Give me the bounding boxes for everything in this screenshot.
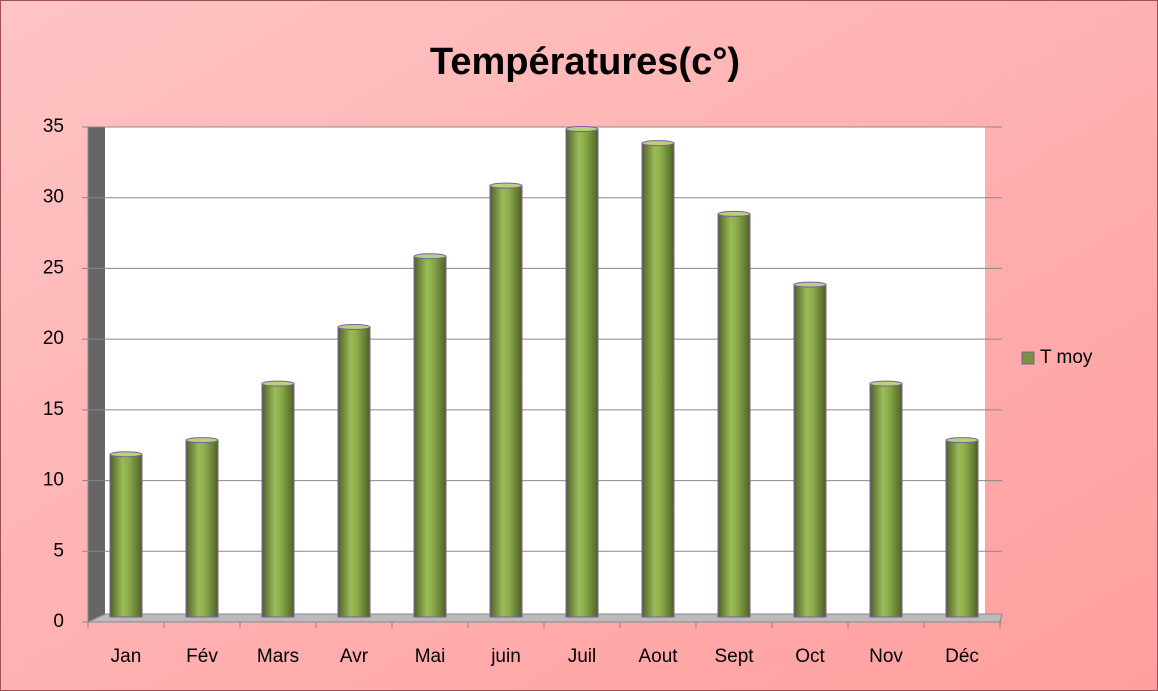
bar-cap [261, 380, 295, 387]
bar-cap [869, 380, 903, 387]
bar [869, 383, 903, 618]
bar [261, 383, 295, 618]
legend-label: T moy [1040, 347, 1093, 368]
x-tick-label: Déc [945, 646, 979, 667]
x-tick-label: Jan [111, 646, 142, 667]
x-tick-label: Oct [795, 646, 825, 667]
bar-cap [717, 210, 751, 217]
bar [641, 142, 675, 618]
x-tick-label: Juil [568, 646, 597, 667]
y-tick-label: 15 [43, 399, 64, 420]
bar [337, 326, 371, 618]
x-tick-label: Mai [415, 646, 446, 667]
x-tick-label: Fév [186, 646, 218, 667]
back-wall [105, 127, 985, 614]
bar [489, 185, 523, 618]
x-tick-label: Sept [714, 646, 754, 667]
bar-cap [489, 182, 523, 189]
bar-cap [565, 126, 599, 132]
bar-cap [793, 281, 827, 288]
bar-cap [185, 437, 219, 444]
bar [717, 213, 751, 618]
bar [945, 439, 979, 618]
x-tick-label: Avr [340, 646, 369, 667]
left-wall [88, 127, 105, 622]
bar [565, 128, 599, 618]
bar-cap [109, 451, 143, 458]
chart-title: Températures(c°) [430, 41, 740, 83]
x-tick-label: Mars [257, 646, 299, 667]
bar [185, 439, 219, 618]
x-tick-label: juin [490, 646, 521, 667]
bar [793, 284, 827, 618]
bar-cap [945, 437, 979, 444]
bar-cap [337, 324, 371, 330]
y-tick-label: 30 [43, 187, 64, 208]
x-tick-label: Nov [869, 646, 903, 667]
y-tick-label: 0 [53, 611, 64, 632]
bar [109, 453, 143, 618]
y-tick-label: 35 [43, 116, 64, 137]
y-tick-label: 20 [43, 328, 64, 349]
legend-swatch [1021, 351, 1035, 365]
y-tick-label: 25 [43, 257, 64, 278]
y-tick-label: 10 [43, 470, 64, 491]
y-tick-label: 5 [53, 540, 64, 561]
x-tick-label: Aout [638, 646, 678, 667]
bar-cap [641, 140, 675, 147]
bar [413, 255, 447, 618]
floor [87, 613, 1003, 623]
bar-cap [413, 253, 447, 260]
